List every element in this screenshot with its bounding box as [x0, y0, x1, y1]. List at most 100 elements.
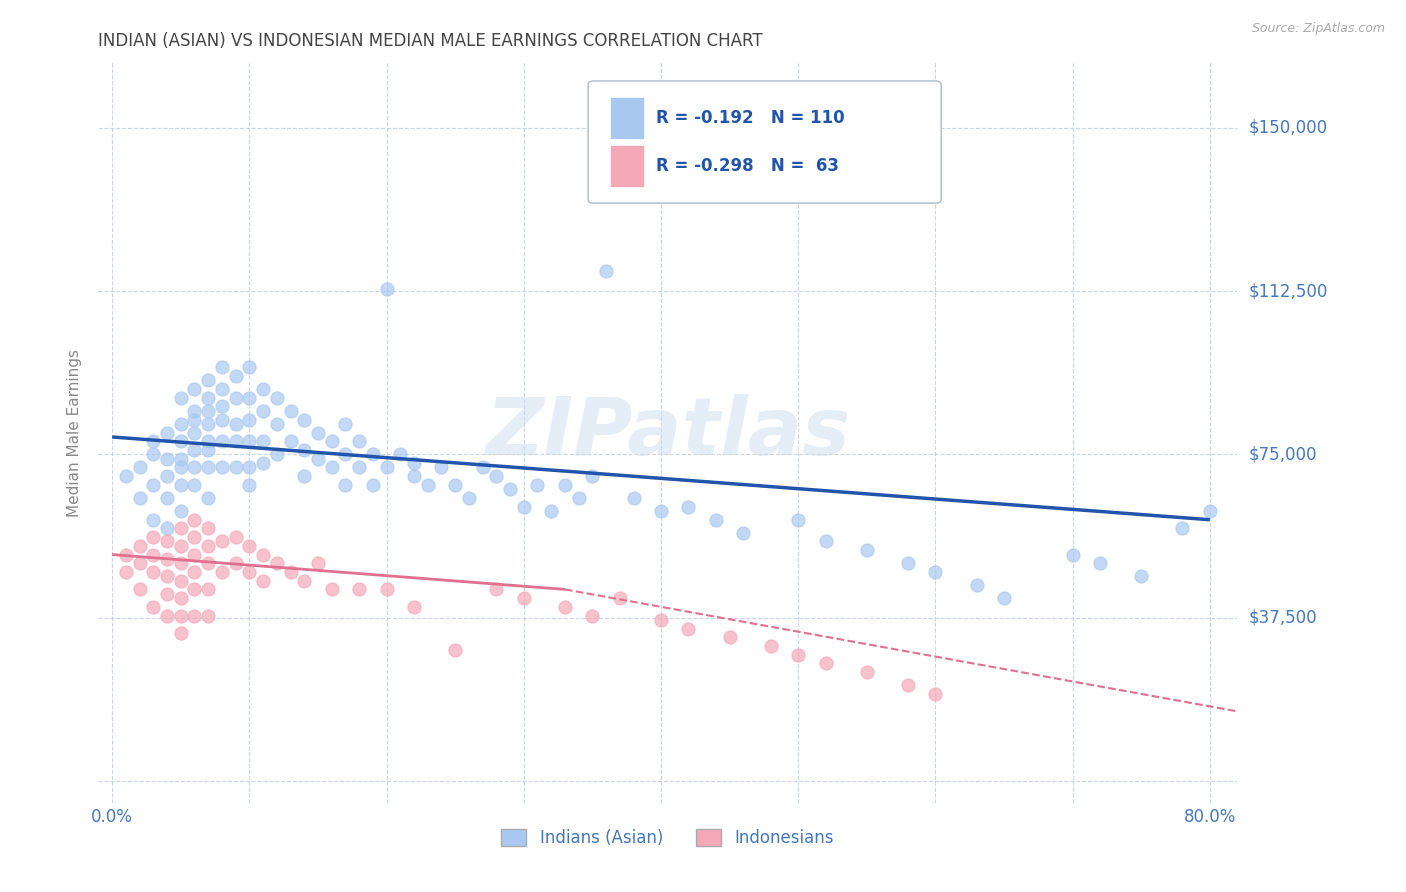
Point: [238, 460, 260, 475]
Point: [225, 460, 247, 475]
Point: [170, 391, 193, 405]
Point: [225, 434, 247, 449]
Point: [623, 491, 645, 505]
Point: [115, 469, 138, 483]
Point: [197, 373, 219, 387]
Text: R = -0.192   N = 110: R = -0.192 N = 110: [657, 109, 845, 127]
Point: [650, 504, 672, 518]
Point: [183, 443, 205, 458]
Point: [335, 417, 357, 431]
Text: Source: ZipAtlas.com: Source: ZipAtlas.com: [1251, 22, 1385, 36]
Point: [211, 434, 233, 449]
Point: [197, 491, 219, 505]
Point: [170, 626, 193, 640]
Point: [142, 565, 165, 579]
Point: [225, 530, 247, 544]
Point: [170, 591, 193, 606]
Point: [142, 548, 165, 562]
Point: [183, 608, 205, 623]
Point: [170, 451, 193, 466]
Point: [156, 469, 179, 483]
Point: [128, 460, 150, 475]
Point: [554, 599, 576, 614]
Point: [1198, 504, 1220, 518]
Point: [252, 574, 274, 588]
Point: [128, 582, 150, 597]
Point: [595, 264, 617, 278]
Point: [211, 565, 233, 579]
Point: [321, 582, 343, 597]
Point: [197, 391, 219, 405]
Point: [128, 556, 150, 570]
Point: [402, 469, 425, 483]
Point: [183, 530, 205, 544]
Point: [142, 599, 165, 614]
Point: [292, 443, 315, 458]
Point: [211, 400, 233, 414]
Point: [444, 478, 467, 492]
Point: [128, 539, 150, 553]
Point: [292, 469, 315, 483]
Point: [156, 552, 179, 566]
Point: [444, 643, 467, 657]
Point: [252, 456, 274, 470]
Point: [402, 456, 425, 470]
Point: [280, 565, 302, 579]
Point: [225, 417, 247, 431]
Point: [678, 500, 700, 514]
Point: [307, 556, 329, 570]
Point: [197, 434, 219, 449]
Y-axis label: Median Male Earnings: Median Male Earnings: [67, 349, 83, 516]
Point: [238, 360, 260, 375]
Point: [197, 521, 219, 535]
Point: [897, 556, 920, 570]
Point: [197, 582, 219, 597]
Point: [485, 469, 508, 483]
Point: [787, 513, 810, 527]
Point: [183, 412, 205, 426]
Point: [321, 460, 343, 475]
Point: [347, 460, 370, 475]
Point: [581, 608, 603, 623]
Point: [238, 391, 260, 405]
Point: [266, 417, 288, 431]
Point: [170, 417, 193, 431]
Point: [142, 513, 165, 527]
Point: [347, 434, 370, 449]
Point: [170, 434, 193, 449]
Point: [142, 530, 165, 544]
Point: [211, 382, 233, 396]
Point: [526, 478, 548, 492]
Point: [402, 599, 425, 614]
Point: [170, 478, 193, 492]
Point: [238, 434, 260, 449]
Point: [197, 460, 219, 475]
Point: [183, 478, 205, 492]
Point: [238, 478, 260, 492]
Point: [924, 565, 946, 579]
Point: [814, 657, 837, 671]
Point: [321, 434, 343, 449]
Point: [197, 539, 219, 553]
Point: [280, 434, 302, 449]
Point: [156, 569, 179, 583]
Point: [170, 521, 193, 535]
Point: [924, 687, 946, 701]
Point: [197, 556, 219, 570]
Point: [170, 504, 193, 518]
Point: [292, 574, 315, 588]
Point: [307, 451, 329, 466]
Text: INDIAN (ASIAN) VS INDONESIAN MEDIAN MALE EARNINGS CORRELATION CHART: INDIAN (ASIAN) VS INDONESIAN MEDIAN MALE…: [98, 32, 763, 50]
Point: [183, 582, 205, 597]
Point: [156, 587, 179, 601]
Point: [170, 556, 193, 570]
Point: [211, 360, 233, 375]
Point: [733, 525, 755, 540]
Point: [335, 447, 357, 461]
FancyBboxPatch shape: [588, 81, 941, 203]
Point: [993, 591, 1015, 606]
Point: [471, 460, 494, 475]
Point: [1062, 548, 1084, 562]
Point: [375, 282, 398, 296]
Legend: Indians (Asian), Indonesians: Indians (Asian), Indonesians: [495, 822, 841, 854]
